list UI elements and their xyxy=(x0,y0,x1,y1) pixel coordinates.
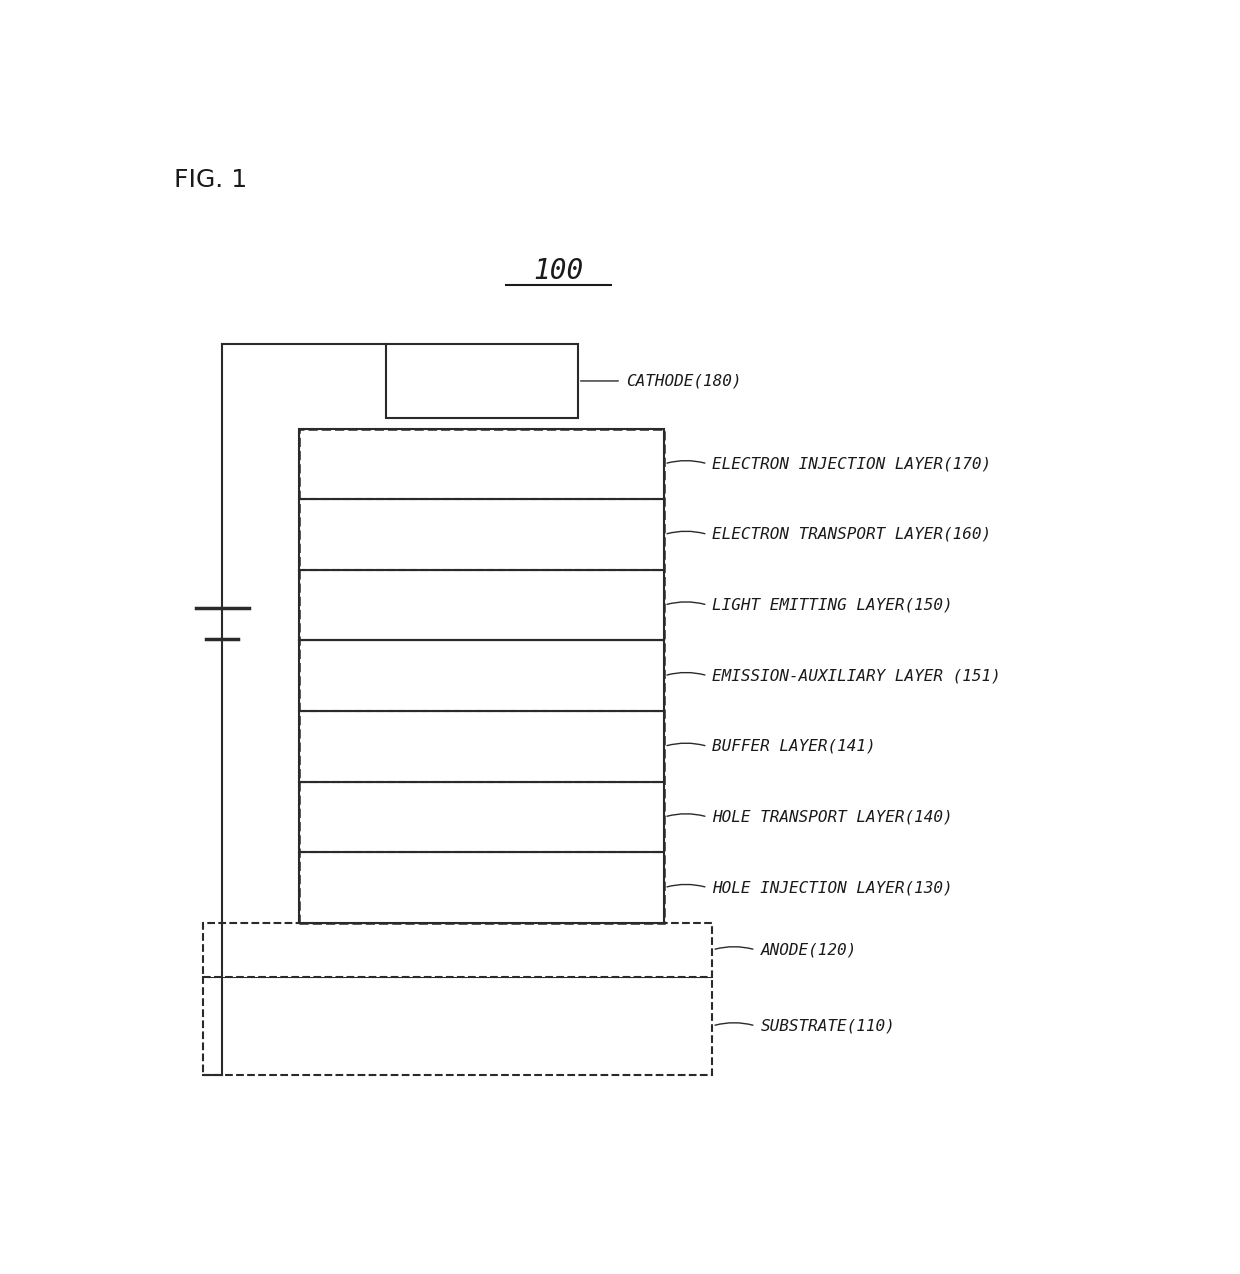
Bar xyxy=(299,499,665,569)
Text: HOLE INJECTION LAYER(130): HOLE INJECTION LAYER(130) xyxy=(713,880,954,896)
Text: ELECTRON INJECTION LAYER(170): ELECTRON INJECTION LAYER(170) xyxy=(713,456,992,471)
Text: ANODE(120): ANODE(120) xyxy=(760,943,857,958)
Bar xyxy=(299,428,665,499)
Bar xyxy=(299,782,665,852)
Text: SUBSTRATE(110): SUBSTRATE(110) xyxy=(760,1018,895,1033)
Bar xyxy=(203,922,713,977)
Text: BUFFER LAYER(141): BUFFER LAYER(141) xyxy=(713,739,875,754)
Bar xyxy=(386,344,578,418)
Text: LIGHT EMITTING LAYER(150): LIGHT EMITTING LAYER(150) xyxy=(713,598,954,613)
Bar xyxy=(299,852,665,922)
Text: ELECTRON TRANSPORT LAYER(160): ELECTRON TRANSPORT LAYER(160) xyxy=(713,527,992,541)
Bar xyxy=(299,641,665,711)
Text: EMISSION-AUXILIARY LAYER (151): EMISSION-AUXILIARY LAYER (151) xyxy=(713,669,1001,683)
Text: HOLE TRANSPORT LAYER(140): HOLE TRANSPORT LAYER(140) xyxy=(713,809,954,824)
Bar xyxy=(299,428,665,922)
Text: 100: 100 xyxy=(533,257,584,285)
Bar xyxy=(203,977,713,1075)
Bar xyxy=(299,711,665,782)
Text: CATHODE(180): CATHODE(180) xyxy=(626,373,742,389)
Text: FIG. 1: FIG. 1 xyxy=(174,168,247,191)
Bar xyxy=(299,569,665,641)
